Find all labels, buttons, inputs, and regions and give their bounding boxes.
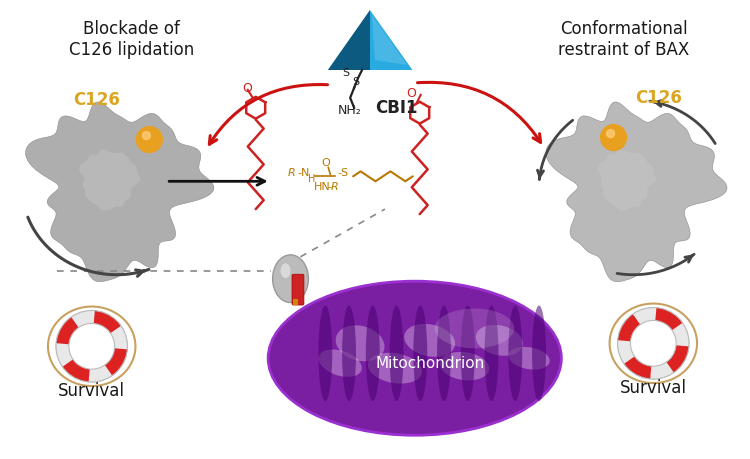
Polygon shape [546,102,727,282]
Text: O: O [321,158,330,168]
Text: -R: -R [327,182,339,192]
Circle shape [601,125,626,151]
Circle shape [607,129,614,138]
Circle shape [617,308,689,379]
Text: -S: -S [338,168,348,179]
Wedge shape [105,348,128,375]
Wedge shape [667,345,689,373]
Text: S: S [352,77,359,87]
Wedge shape [618,314,640,341]
Circle shape [69,324,115,369]
Ellipse shape [366,306,380,401]
Ellipse shape [319,349,362,377]
Ellipse shape [413,306,428,401]
Polygon shape [372,15,407,65]
Circle shape [631,320,676,366]
Wedge shape [62,359,90,382]
Text: Blockade of
C126 lipidation: Blockade of C126 lipidation [69,20,194,59]
Ellipse shape [509,347,550,369]
Text: O: O [242,82,252,95]
Polygon shape [26,102,214,282]
Polygon shape [328,11,412,70]
Text: Survival: Survival [58,382,125,400]
Ellipse shape [268,281,561,435]
Ellipse shape [484,306,499,401]
Polygon shape [328,11,370,70]
Bar [292,298,298,304]
Text: HN: HN [314,182,330,192]
Text: H: H [308,174,316,184]
Text: C126: C126 [74,91,120,109]
Text: Conformational
restraint of BAX: Conformational restraint of BAX [558,20,689,59]
Ellipse shape [435,308,514,348]
FancyBboxPatch shape [292,274,304,305]
Text: R: R [288,168,296,179]
Circle shape [136,127,162,152]
Ellipse shape [460,306,475,401]
Text: Survival: Survival [620,379,687,397]
Text: NH₂: NH₂ [338,104,362,117]
Ellipse shape [336,325,385,361]
Ellipse shape [437,306,451,401]
Ellipse shape [342,306,356,401]
Polygon shape [598,150,656,211]
Ellipse shape [476,325,523,356]
Wedge shape [56,317,79,344]
Text: -N: -N [298,168,310,179]
Ellipse shape [509,306,522,401]
Wedge shape [94,311,121,333]
Text: CBI1: CBI1 [375,99,418,117]
Ellipse shape [318,306,332,401]
Ellipse shape [440,352,489,381]
Circle shape [56,310,128,382]
Wedge shape [656,308,682,330]
Text: Mitochondrion: Mitochondrion [375,356,484,371]
Ellipse shape [368,353,422,384]
Ellipse shape [532,306,546,401]
Wedge shape [624,357,651,379]
Polygon shape [80,150,140,211]
Ellipse shape [272,255,308,302]
Ellipse shape [280,263,290,278]
Circle shape [142,132,150,140]
Polygon shape [370,11,413,70]
Ellipse shape [404,324,455,357]
Text: C126: C126 [634,89,682,107]
Text: S: S [342,68,350,78]
Text: O: O [406,87,416,100]
Ellipse shape [389,306,404,401]
